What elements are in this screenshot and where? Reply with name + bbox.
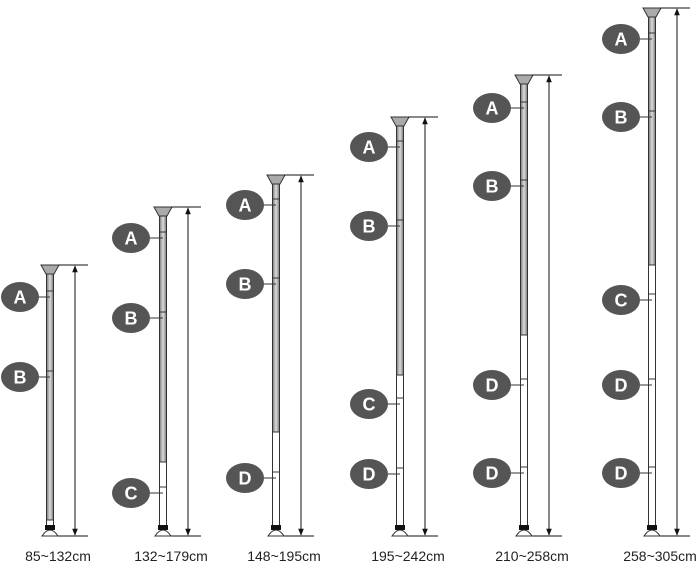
- pole-base: [391, 529, 409, 537]
- pole-cap: [153, 206, 173, 217]
- part-letter: A: [615, 30, 628, 50]
- pole-foot: [45, 525, 55, 530]
- part-letter: B: [125, 309, 138, 329]
- range-caption: 148~195cm: [247, 548, 321, 564]
- part-badge: [226, 269, 264, 299]
- pole: A B 85~132cm: [1, 264, 91, 564]
- pole-foot: [158, 525, 168, 530]
- part-badge: [473, 93, 511, 123]
- pole-foot: [395, 525, 405, 530]
- part-letter: B: [14, 368, 27, 388]
- part-letter: D: [615, 376, 628, 396]
- part-badge: [473, 458, 511, 488]
- part-letter: D: [239, 469, 252, 489]
- part-badge: [226, 190, 264, 220]
- part-badge: [112, 303, 150, 333]
- part-letter: A: [14, 288, 27, 308]
- pole-cap: [266, 174, 286, 185]
- range-caption: 85~132cm: [25, 548, 91, 564]
- part-badge: [350, 211, 388, 241]
- part-badge: [602, 285, 640, 315]
- part-badge: [112, 223, 150, 253]
- part-letter: A: [239, 196, 252, 216]
- part-letter: C: [363, 395, 376, 415]
- range-caption: 210~258cm: [495, 548, 569, 564]
- pole-shaft-upper: [520, 82, 528, 336]
- range-caption: 132~179cm: [134, 548, 208, 564]
- part-letter: C: [125, 484, 138, 504]
- pole: A B D D 210~258cm: [473, 74, 569, 564]
- pole-base: [267, 529, 285, 537]
- pole-shaft-upper: [396, 124, 404, 376]
- part-badge: [226, 463, 264, 493]
- pole-base: [154, 529, 172, 537]
- part-letter: D: [615, 464, 628, 484]
- part-badge: [350, 132, 388, 162]
- part-letter: A: [363, 138, 376, 158]
- part-letter: D: [486, 464, 499, 484]
- pole: A B C 132~179cm: [112, 206, 208, 564]
- pole-cap: [390, 116, 410, 127]
- part-letter: A: [125, 229, 138, 249]
- part-letter: B: [615, 108, 628, 128]
- pole-foot: [647, 525, 657, 530]
- part-badge: [473, 171, 511, 201]
- pole-foot: [519, 525, 529, 530]
- part-letter: C: [615, 291, 628, 311]
- pole-shaft-upper: [272, 182, 280, 433]
- part-badge: [473, 370, 511, 400]
- pole-foot: [271, 525, 281, 530]
- pole-base: [643, 529, 661, 537]
- pole-shaft-upper: [46, 272, 54, 521]
- pole: A B C D 195~242cm: [350, 116, 445, 564]
- pole-cap: [642, 7, 662, 18]
- part-letter: D: [363, 465, 376, 485]
- pole-shaft-upper: [159, 214, 167, 463]
- part-letter: B: [239, 275, 252, 295]
- part-badge: [350, 389, 388, 419]
- pole: A B C D D 258~305cm: [602, 7, 697, 564]
- part-badge: [350, 459, 388, 489]
- pole-base: [41, 529, 59, 537]
- pole-shaft-upper: [648, 15, 656, 266]
- part-badge: [602, 102, 640, 132]
- pole-base: [515, 529, 533, 537]
- range-caption: 258~305cm: [623, 548, 697, 564]
- range-caption: 195~242cm: [371, 548, 445, 564]
- pole-cap: [40, 264, 60, 275]
- part-letter: D: [486, 376, 499, 396]
- part-letter: B: [363, 217, 376, 237]
- pole: A B D 148~195cm: [226, 174, 321, 564]
- pole-cap: [514, 74, 534, 85]
- part-badge: [1, 362, 39, 392]
- part-badge: [602, 370, 640, 400]
- part-badge: [602, 24, 640, 54]
- part-letter: B: [486, 177, 499, 197]
- part-badge: [602, 458, 640, 488]
- part-letter: A: [486, 99, 499, 119]
- part-badge: [112, 478, 150, 508]
- part-badge: [1, 282, 39, 312]
